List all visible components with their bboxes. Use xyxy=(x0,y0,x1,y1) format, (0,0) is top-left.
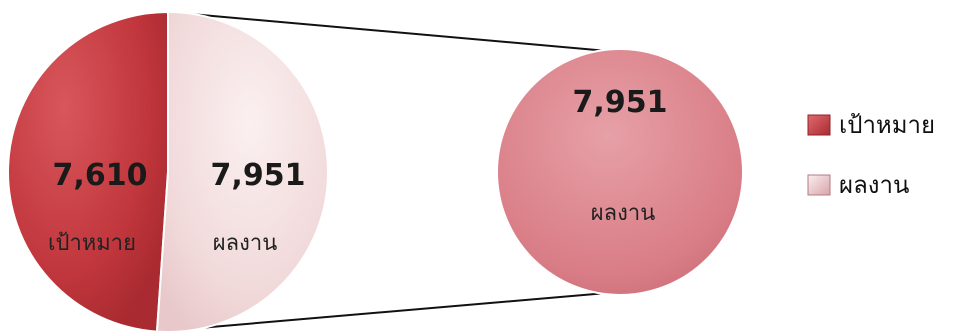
legend-swatch-target xyxy=(807,114,831,136)
legend-label-target: เป้าหมาย xyxy=(839,111,935,139)
legend-label-result: ผลงาน xyxy=(839,171,909,199)
data-label-result-name: ผลงาน xyxy=(213,231,278,256)
pie-slice-result xyxy=(155,10,330,333)
pie-slice-target xyxy=(7,10,169,333)
detail-label-name: ผลงาน xyxy=(591,201,656,226)
detail-pie-result xyxy=(496,48,744,296)
detail-label-value: 7,951 xyxy=(573,85,668,120)
legend-swatch-result xyxy=(807,174,831,196)
data-label-target-value: 7,610 xyxy=(53,158,148,193)
data-label-result-value: 7,951 xyxy=(211,158,306,193)
connector-line-bottom xyxy=(156,290,631,333)
legend: เป้าหมาย ผลงาน xyxy=(807,111,935,199)
connector-line-top xyxy=(167,11,631,54)
data-label-target-name: เป้าหมาย xyxy=(48,231,136,256)
